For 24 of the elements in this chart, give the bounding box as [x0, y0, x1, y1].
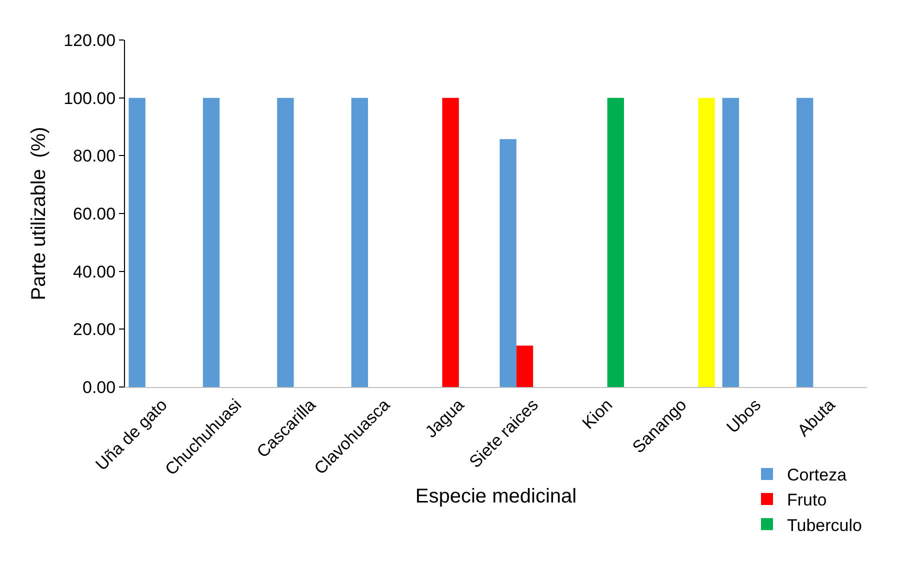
bar — [277, 98, 294, 387]
bar — [796, 98, 814, 387]
y-tick-label: 60.00 — [73, 204, 116, 224]
y-tick-label: 20.00 — [73, 320, 116, 340]
bar — [202, 98, 220, 387]
bar — [128, 98, 146, 387]
y-tick-label: 120.00 — [64, 30, 116, 50]
y-axis-title: Parte utilizable (%) — [28, 126, 50, 300]
x-axis-title: Especie medicinal — [415, 485, 577, 508]
x-tick-label: Kion — [578, 395, 616, 433]
y-tick-label: 80.00 — [73, 146, 116, 166]
legend-label: Corteza — [787, 466, 848, 485]
y-tick-label: 0.00 — [82, 378, 116, 397]
bar — [516, 346, 534, 387]
bar — [351, 98, 368, 387]
bar — [500, 139, 516, 387]
bar — [698, 98, 715, 387]
y-tick-label: 100.00 — [64, 88, 116, 108]
bar — [607, 98, 624, 387]
y-tick-label: 40.00 — [73, 262, 116, 282]
bar — [442, 98, 459, 387]
legend-label: Tuberculo — [787, 516, 862, 535]
legend-label: Fruto — [787, 490, 827, 510]
bar — [722, 98, 740, 387]
